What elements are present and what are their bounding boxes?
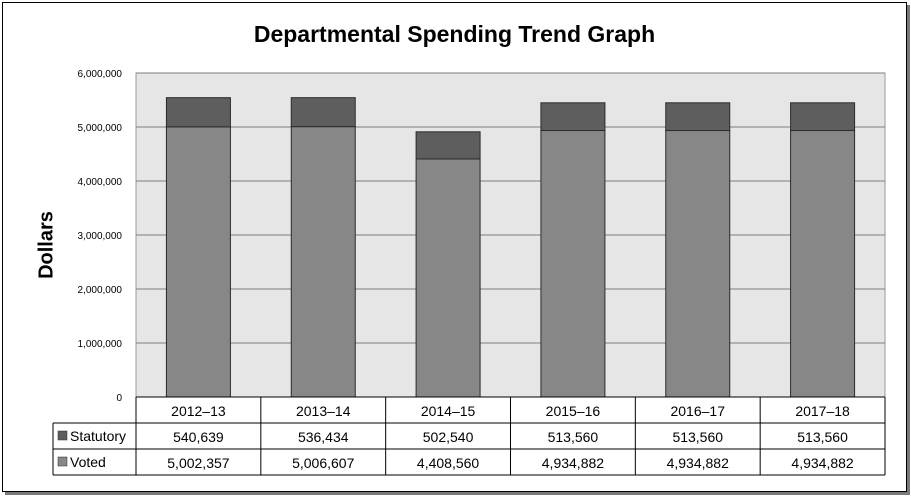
- data-cell: 5,002,357: [167, 455, 229, 471]
- category-label: 2013–14: [296, 403, 351, 419]
- data-cell: 536,434: [298, 429, 349, 445]
- data-cell: 513,560: [548, 429, 599, 445]
- bar-voted: [165, 126, 231, 398]
- data-cell: 513,560: [672, 429, 723, 445]
- data-cell: 540,639: [173, 429, 224, 445]
- data-cell: 5,006,607: [292, 455, 354, 471]
- legend-label: Statutory: [70, 428, 126, 444]
- bar-statutory: [165, 97, 231, 128]
- y-tick-label: 6,000,000: [78, 69, 123, 80]
- bar-statutory: [790, 102, 856, 132]
- category-label: 2017–18: [795, 403, 850, 419]
- y-tick-label: 0: [116, 393, 122, 404]
- category-label: 2012–13: [171, 403, 226, 419]
- data-cell: 4,934,882: [791, 455, 853, 471]
- bar-voted: [665, 130, 731, 398]
- bar-statutory: [415, 131, 481, 160]
- bar-statutory: [540, 102, 606, 132]
- data-cell: 4,408,560: [417, 455, 479, 471]
- category-label: 2014–15: [421, 403, 476, 419]
- legend-swatch: [57, 430, 68, 441]
- bar-voted: [790, 130, 856, 398]
- data-cell: 4,934,882: [667, 455, 729, 471]
- bar-statutory: [290, 97, 356, 128]
- category-label: 2015–16: [546, 403, 601, 419]
- y-tick-label: 3,000,000: [78, 231, 123, 242]
- data-cell: 513,560: [797, 429, 848, 445]
- bar-voted: [540, 130, 606, 398]
- bar-statutory: [665, 102, 731, 132]
- y-tick-label: 2,000,000: [78, 285, 123, 296]
- chart-title: Departmental Spending Trend Graph: [253, 21, 656, 47]
- y-tick-label: 5,000,000: [78, 123, 123, 134]
- y-tick-label: 4,000,000: [78, 177, 123, 188]
- bar-voted: [290, 126, 356, 398]
- bar-voted: [415, 158, 481, 398]
- data-cell: 502,540: [423, 429, 474, 445]
- category-label: 2016–17: [670, 403, 725, 419]
- legend-label: Voted: [70, 454, 106, 470]
- legend-swatch: [57, 456, 68, 467]
- y-tick-label: 1,000,000: [78, 339, 123, 350]
- data-cell: 4,934,882: [542, 455, 604, 471]
